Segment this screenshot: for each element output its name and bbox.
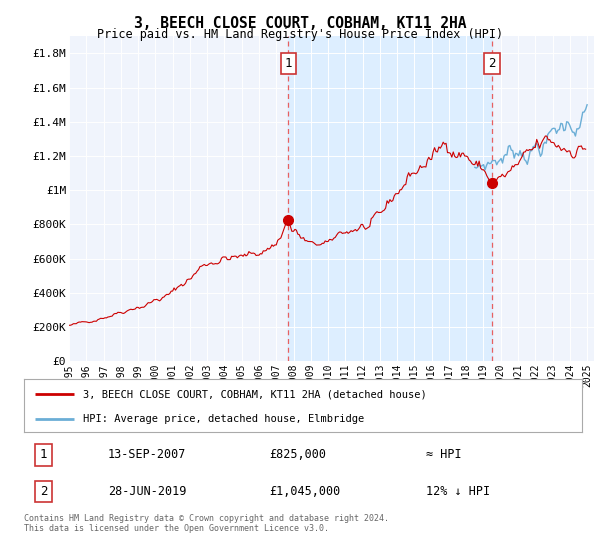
- Text: 1: 1: [40, 449, 47, 461]
- Text: 2: 2: [488, 57, 496, 70]
- Text: Contains HM Land Registry data © Crown copyright and database right 2024.
This d: Contains HM Land Registry data © Crown c…: [24, 514, 389, 534]
- Text: 2: 2: [40, 485, 47, 498]
- Text: 1: 1: [285, 57, 292, 70]
- Text: ≈ HPI: ≈ HPI: [426, 449, 461, 461]
- Text: 28-JUN-2019: 28-JUN-2019: [108, 485, 186, 498]
- Text: 3, BEECH CLOSE COURT, COBHAM, KT11 2HA (detached house): 3, BEECH CLOSE COURT, COBHAM, KT11 2HA (…: [83, 389, 427, 399]
- Bar: [289, 36, 492, 361]
- Text: HPI: Average price, detached house, Elmbridge: HPI: Average price, detached house, Elmb…: [83, 414, 364, 424]
- Text: 12% ↓ HPI: 12% ↓ HPI: [426, 485, 490, 498]
- Text: £1,045,000: £1,045,000: [269, 485, 341, 498]
- Text: Price paid vs. HM Land Registry's House Price Index (HPI): Price paid vs. HM Land Registry's House …: [97, 28, 503, 41]
- Text: 13-SEP-2007: 13-SEP-2007: [108, 449, 186, 461]
- Text: £825,000: £825,000: [269, 449, 326, 461]
- Text: 3, BEECH CLOSE COURT, COBHAM, KT11 2HA: 3, BEECH CLOSE COURT, COBHAM, KT11 2HA: [134, 16, 466, 31]
